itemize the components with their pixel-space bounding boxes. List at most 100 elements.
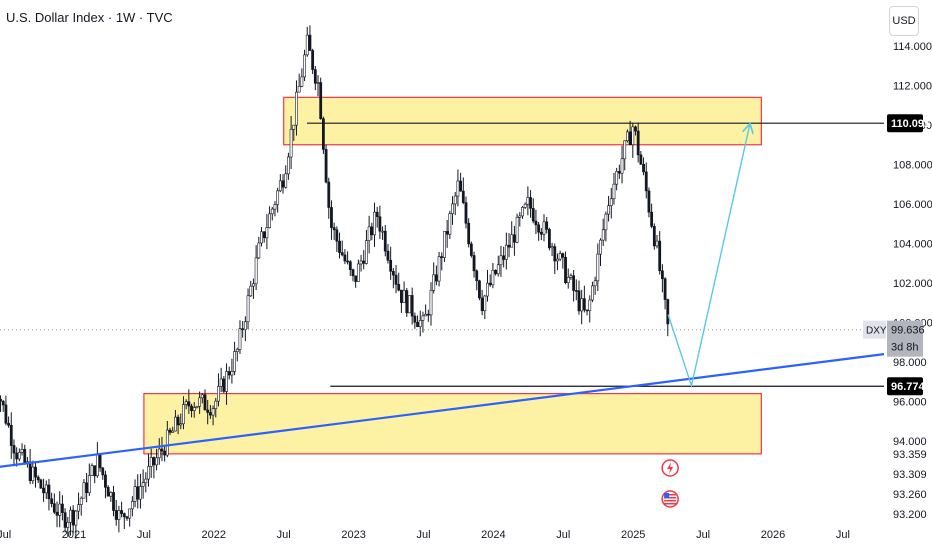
candle-body — [136, 486, 140, 500]
candle-body — [480, 297, 484, 312]
candle-body — [160, 448, 164, 452]
candle-body — [7, 422, 10, 426]
candle-body — [612, 183, 616, 200]
flag-stripe — [664, 503, 677, 505]
candle-body — [324, 149, 328, 183]
candle-body — [217, 386, 220, 402]
candle-body — [634, 126, 637, 132]
candle-body — [416, 321, 419, 328]
candle-body — [453, 195, 457, 205]
candle-body — [238, 328, 242, 350]
upper-supply-demand-zone — [283, 96, 762, 146]
candle-body — [23, 449, 27, 464]
candle-body — [187, 401, 191, 407]
candle-body — [125, 516, 129, 519]
candle-body — [591, 285, 594, 301]
candle-body — [604, 213, 608, 231]
x-tick-label: Jul — [137, 529, 151, 541]
candle-body — [365, 240, 368, 264]
candle-body — [513, 234, 516, 243]
candle-body — [564, 256, 567, 283]
candle-body — [128, 508, 132, 519]
candle-body — [609, 198, 613, 206]
candle-body — [85, 482, 89, 494]
candle-body — [494, 269, 497, 275]
candle-body — [295, 91, 298, 126]
candle-body — [0, 398, 2, 402]
y-tick-label-extra: 93.309 — [893, 469, 927, 481]
candle-body — [292, 124, 296, 130]
price-axis-layer: 114.000112.000110.000108.000106.000104.0… — [863, 41, 932, 521]
candle-body — [300, 76, 304, 87]
candle-body — [636, 130, 640, 156]
candle-body — [214, 400, 218, 409]
candle-body — [55, 511, 59, 516]
symbol-title: U.S. Dollar Index · 1W · TVC — [6, 10, 173, 25]
candle-body — [249, 285, 253, 297]
candle-body — [9, 424, 13, 446]
candle-body — [599, 239, 602, 255]
y-tick-label: 102.000 — [893, 278, 932, 290]
flag-stripe — [664, 497, 677, 499]
candle-body — [504, 244, 508, 260]
candle-body — [39, 479, 43, 489]
time-axis-layer: Jul 2021 Jul 2022 Jul 2023 Jul 2024 Jul 2025 Jul 20… — [0, 529, 850, 541]
candle-body — [642, 163, 645, 173]
candle-body — [389, 259, 393, 272]
candle-body — [402, 290, 406, 303]
candle-body — [461, 190, 465, 203]
candle-body — [112, 492, 115, 511]
candle-body — [547, 229, 551, 249]
candle-body — [34, 466, 37, 478]
candle-body — [165, 429, 169, 456]
candle-body — [47, 484, 51, 500]
candle-body — [545, 221, 549, 230]
candle-body — [486, 282, 489, 297]
candle-body — [502, 255, 506, 260]
candle-body — [660, 270, 664, 280]
candle-body — [623, 140, 627, 160]
candle-body — [79, 497, 83, 505]
candle-body — [572, 275, 576, 291]
candle-body — [98, 453, 102, 469]
candle-body — [451, 203, 454, 214]
candle-body — [15, 452, 19, 460]
candle-body — [316, 82, 320, 84]
candle-body — [289, 128, 293, 158]
candle-body — [144, 478, 148, 484]
candle-body — [445, 231, 449, 235]
x-tick-label: Jul — [416, 529, 430, 541]
candle-body — [308, 34, 312, 51]
candle-body — [74, 510, 78, 526]
x-tick-label: 2024 — [481, 529, 505, 541]
candle-body — [421, 315, 425, 321]
candle-body — [4, 404, 8, 424]
candle-body — [273, 204, 277, 210]
candle-body — [12, 445, 16, 454]
candle-body — [1, 400, 5, 406]
candle-body — [362, 260, 366, 264]
candle-body — [120, 510, 123, 514]
currency-button[interactable]: USD — [889, 6, 919, 36]
candle-body — [174, 416, 177, 432]
candle-body — [61, 503, 64, 513]
candle-body — [90, 465, 94, 476]
x-tick-label: 2026 — [761, 529, 785, 541]
y-tick-label: 94.000 — [893, 436, 927, 448]
candle-body — [281, 180, 285, 188]
candle-body — [359, 260, 363, 265]
candle-body — [655, 240, 659, 247]
candle-body — [539, 231, 543, 235]
candle-body — [297, 86, 301, 93]
candle-body — [424, 313, 428, 317]
candle-body — [529, 197, 532, 209]
candle-body — [163, 450, 167, 456]
x-tick-label: 2021 — [62, 529, 86, 541]
candle-body — [262, 231, 266, 239]
candle-body — [42, 487, 45, 494]
y-tick-label: 106.000 — [893, 199, 932, 211]
candle-body — [211, 408, 215, 416]
candle-body — [459, 180, 463, 192]
